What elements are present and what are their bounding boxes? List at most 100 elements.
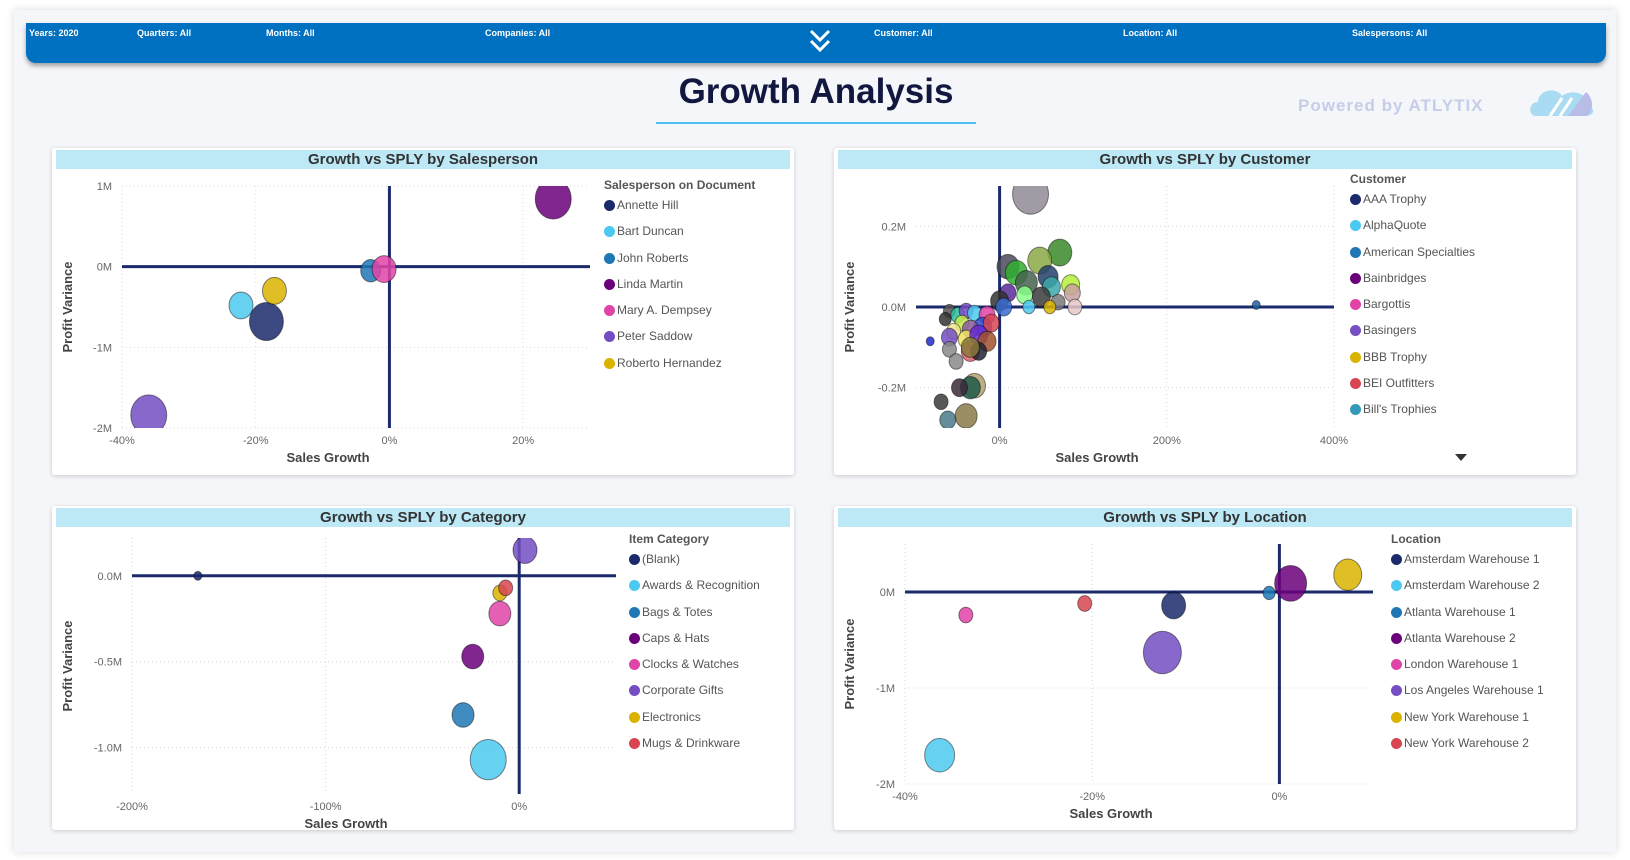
x-tick-label: -200%: [116, 801, 148, 813]
legend: Customer AAA Trophy AlphaQuote American Spe…: [1350, 172, 1475, 429]
legend-marker-icon: [629, 632, 640, 644]
bubble-mary-a-dempsey[interactable]: [371, 255, 397, 284]
legend-item[interactable]: Atlanta Warehouse 1: [1391, 605, 1544, 631]
legend-item[interactable]: Los Angeles Warehouse 1: [1391, 683, 1544, 709]
bubble-caps-hats[interactable]: [461, 643, 485, 670]
legend-marker-icon: [604, 226, 615, 238]
bubble[interactable]: [948, 353, 964, 370]
y-tick-label: 0M: [880, 587, 895, 599]
legend-item[interactable]: AAA Trophy: [1350, 192, 1475, 218]
bubble-new-york-warehouse-2[interactable]: [1077, 595, 1093, 612]
legend-item[interactable]: Amsterdam Warehouse 2: [1391, 578, 1544, 604]
bubble-los-angeles-warehouse-1[interactable]: [1142, 630, 1182, 675]
bubble[interactable]: [941, 341, 957, 358]
legend-item[interactable]: Atlanta Warehouse 2: [1391, 631, 1544, 657]
bubble-annette-hill[interactable]: [248, 301, 284, 342]
filter-quarters[interactable]: Quarters: All: [137, 28, 192, 38]
legend: Salesperson on Document Annette Hill Bart …: [604, 178, 755, 382]
bubble[interactable]: [1043, 299, 1057, 315]
legend-item[interactable]: BEI Outfitters: [1350, 376, 1475, 402]
page-title: Growth Analysis: [678, 72, 954, 111]
legend-item[interactable]: (Blank): [629, 552, 760, 578]
legend-item[interactable]: Bill's Trophies: [1350, 402, 1475, 428]
x-axis-label: Sales Growth: [1055, 450, 1138, 465]
legend-item[interactable]: Electronics: [629, 710, 760, 736]
legend-item[interactable]: Mugs & Drinkware: [629, 736, 760, 762]
bubble-clocks-watches[interactable]: [488, 600, 512, 627]
legend-title: Item Category: [629, 532, 710, 546]
legend-item[interactable]: Basingers: [1350, 323, 1475, 349]
bubble[interactable]: [939, 410, 957, 429]
bubble-atlanta-warehouse-1[interactable]: [1262, 585, 1276, 601]
bubble-peter-saddow[interactable]: [130, 394, 168, 435]
bubble[interactable]: [1067, 298, 1083, 316]
bubble[interactable]: [933, 393, 949, 411]
bubble[interactable]: [1022, 299, 1036, 315]
legend-item[interactable]: Peter Saddow: [604, 329, 755, 355]
bubble-amsterdam-warehouse-2[interactable]: [924, 737, 956, 773]
y-axis-label: Profit Variance: [60, 620, 75, 711]
filter-location[interactable]: Location: All: [1123, 28, 1178, 38]
legend-item[interactable]: John Roberts: [604, 251, 755, 277]
legend-item[interactable]: Bart Duncan: [604, 224, 755, 250]
legend-item[interactable]: New York Warehouse 2: [1391, 736, 1544, 762]
legend-label: Linda Martin: [617, 276, 684, 291]
bubble[interactable]: [938, 311, 952, 327]
legend-item[interactable]: New York Warehouse 1: [1391, 710, 1544, 736]
bubble-atlanta-warehouse-2[interactable]: [1274, 564, 1308, 602]
bubble-amsterdam-warehouse-1[interactable]: [1161, 591, 1187, 620]
bubble-linda-martin[interactable]: [534, 179, 572, 220]
bubble-corporate-gifts[interactable]: [512, 537, 538, 564]
bubble[interactable]: [950, 378, 968, 398]
bubble[interactable]: [1012, 174, 1050, 215]
bubble-awards-recognition[interactable]: [469, 738, 507, 781]
filter-customer[interactable]: Customer: All: [874, 28, 933, 38]
y-tick-label: -0.2M: [878, 383, 906, 395]
bubble[interactable]: [982, 313, 1000, 333]
legend-item[interactable]: Caps & Hats: [629, 631, 760, 657]
bubble[interactable]: [954, 403, 978, 429]
filter-salespersons[interactable]: Salespersons: All: [1352, 28, 1428, 38]
legend-item[interactable]: Corporate Gifts: [629, 683, 760, 709]
legend-item[interactable]: Awards & Recognition: [629, 578, 760, 604]
legend-scroll-down-icon[interactable]: [1455, 454, 1467, 461]
legend-item[interactable]: AlphaQuote: [1350, 218, 1475, 244]
bubble[interactable]: [925, 336, 935, 347]
legend-item[interactable]: Mary A. Dempsey: [604, 303, 755, 329]
bubble-new-york-warehouse-1[interactable]: [1333, 558, 1363, 591]
bubble--blank-[interactable]: [193, 570, 203, 581]
bubble[interactable]: [1251, 300, 1261, 310]
legend-label: Awards & Recognition: [642, 578, 760, 593]
legend-item[interactable]: London Warehouse 1: [1391, 657, 1544, 683]
x-tick-label: -40%: [109, 435, 135, 447]
legend-item[interactable]: Bags & Totes: [629, 605, 760, 631]
legend-item[interactable]: Amsterdam Warehouse 1: [1391, 552, 1544, 578]
x-axis-label: Sales Growth: [304, 816, 387, 830]
legend-item[interactable]: Roberto Hernandez: [604, 356, 755, 382]
legend-item[interactable]: Bargottis: [1350, 297, 1475, 323]
bubble-bags-totes[interactable]: [451, 702, 475, 728]
filter-years[interactable]: Years: 2020: [29, 28, 79, 38]
legend-label: Mary A. Dempsey: [617, 303, 712, 318]
legend-item[interactable]: Linda Martin: [604, 277, 755, 303]
bubble-bart-duncan[interactable]: [228, 291, 254, 320]
legend-item[interactable]: American Specialties: [1350, 245, 1475, 271]
legend-label: Los Angeles Warehouse 1: [1404, 683, 1544, 698]
bubble-london-warehouse-1[interactable]: [958, 606, 974, 624]
bubble-roberto-hernandez[interactable]: [261, 276, 287, 305]
x-axis-label: Sales Growth: [286, 450, 369, 465]
legend-item[interactable]: BBB Trophy: [1350, 350, 1475, 376]
chart-title: Growth vs SPLY by Customer: [838, 150, 1572, 169]
double-chevron-down-icon[interactable]: [808, 27, 832, 55]
bubble-mugs-drinkware[interactable]: [498, 579, 514, 597]
legend-label: Atlanta Warehouse 2: [1404, 630, 1516, 645]
legend-item[interactable]: Annette Hill: [604, 198, 755, 224]
legend-marker-icon: [1391, 685, 1402, 697]
bubble[interactable]: [995, 297, 1013, 317]
filter-companies[interactable]: Companies: All: [485, 28, 551, 38]
bubble[interactable]: [960, 336, 980, 358]
legend-item[interactable]: Bainbridges: [1350, 271, 1475, 297]
legend-item[interactable]: Clocks & Watches: [629, 657, 760, 683]
legend-marker-icon: [1350, 299, 1361, 311]
filter-months[interactable]: Months: All: [266, 28, 315, 38]
